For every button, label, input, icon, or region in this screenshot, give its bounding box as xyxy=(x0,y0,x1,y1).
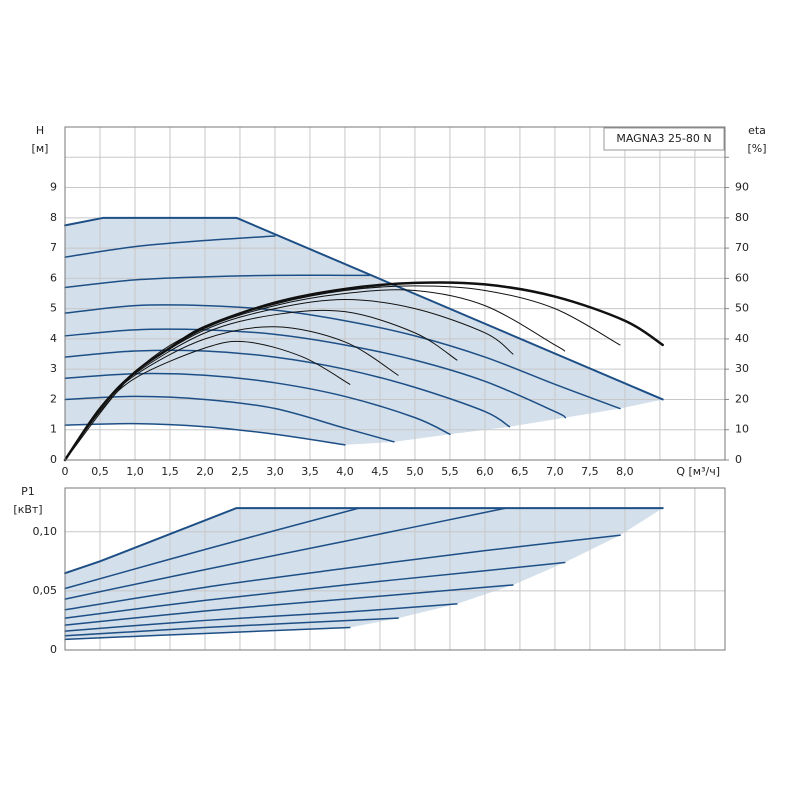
x-tick-label: 8,0 xyxy=(616,465,634,478)
operating-area xyxy=(65,217,663,445)
y-tick-label: 2 xyxy=(50,392,57,405)
performance-curve xyxy=(64,617,399,637)
performance-curve xyxy=(64,507,360,590)
x-tick-label: 3,5 xyxy=(301,465,319,478)
x-tick-label: 7,5 xyxy=(581,465,599,478)
y-tick-label: 1 xyxy=(50,423,57,436)
performance-curve xyxy=(64,304,621,410)
performance-curve xyxy=(64,274,371,289)
y2-tick-label: 90 xyxy=(735,181,749,194)
performance-curve xyxy=(64,328,567,419)
x-tick-label: 1,5 xyxy=(161,465,179,478)
y-tick-label: 0 xyxy=(50,643,57,656)
performance-curve xyxy=(64,507,664,575)
y-tick-label: 8 xyxy=(50,211,57,224)
performance-curve xyxy=(64,507,507,600)
y-tick-label: 9 xyxy=(50,181,57,194)
performance-curve xyxy=(64,584,514,626)
y-tick-label: 4 xyxy=(50,332,57,345)
performance-curve xyxy=(64,561,566,619)
y2-axis-label: [%] xyxy=(747,142,766,155)
y-axis-label: H xyxy=(36,124,44,137)
y-tick-label: 5 xyxy=(50,302,57,315)
y-axis-label: [кВт] xyxy=(13,503,42,516)
y-axis-label: [м] xyxy=(32,142,49,155)
plot-frame xyxy=(64,126,726,461)
y-tick-label: 0 xyxy=(50,453,57,466)
x-tick-label: 5,5 xyxy=(441,465,459,478)
x-tick-label: 6,5 xyxy=(511,465,529,478)
y-axis-label: P1 xyxy=(21,485,35,498)
performance-curve xyxy=(64,534,621,611)
performance-curve xyxy=(64,395,395,443)
y2-tick-label: 10 xyxy=(735,423,749,436)
y2-tick-label: 0 xyxy=(735,453,742,466)
x-tick-label: 0,5 xyxy=(91,465,109,478)
performance-curve xyxy=(64,235,276,258)
y2-tick-label: 50 xyxy=(735,302,749,315)
x-tick-label: 6,0 xyxy=(476,465,494,478)
performance-curve xyxy=(64,216,664,401)
y2-tick-label: 60 xyxy=(735,271,749,284)
efficiency-curve xyxy=(63,281,664,462)
x-axis-label: Q [м³/ч] xyxy=(676,465,720,478)
y-tick-label: 3 xyxy=(50,362,57,375)
x-tick-label: 1,0 xyxy=(126,465,144,478)
y2-tick-label: 40 xyxy=(735,332,749,345)
title-box xyxy=(603,127,725,151)
y2-tick-label: 20 xyxy=(735,392,749,405)
y2-tick-label: 80 xyxy=(735,211,749,224)
performance-curve xyxy=(64,603,458,632)
x-tick-label: 2,5 xyxy=(231,465,249,478)
operating-area xyxy=(65,508,663,640)
x-tick-label: 2,0 xyxy=(196,465,214,478)
y-tick-label: 7 xyxy=(50,241,57,254)
performance-curve xyxy=(64,626,351,641)
y2-tick-label: 70 xyxy=(735,241,749,254)
y-tick-label: 6 xyxy=(50,271,57,284)
y-tick-label: 0,10 xyxy=(33,525,58,538)
x-tick-label: 5,0 xyxy=(406,465,424,478)
performance-curve xyxy=(64,422,346,446)
x-tick-label: 3,0 xyxy=(266,465,284,478)
chart-title: MAGNA3 25-80 N xyxy=(616,132,711,145)
efficiency-curve xyxy=(64,340,351,461)
performance-curve xyxy=(64,349,511,428)
plot-frame xyxy=(64,487,726,651)
x-tick-label: 7,0 xyxy=(546,465,564,478)
x-tick-label: 0 xyxy=(62,465,69,478)
x-tick-label: 4,0 xyxy=(336,465,354,478)
y-tick-label: 0,05 xyxy=(33,584,58,597)
y2-tick-label: 30 xyxy=(735,362,749,375)
x-tick-label: 4,5 xyxy=(371,465,389,478)
y2-axis-label: eta xyxy=(748,124,766,137)
